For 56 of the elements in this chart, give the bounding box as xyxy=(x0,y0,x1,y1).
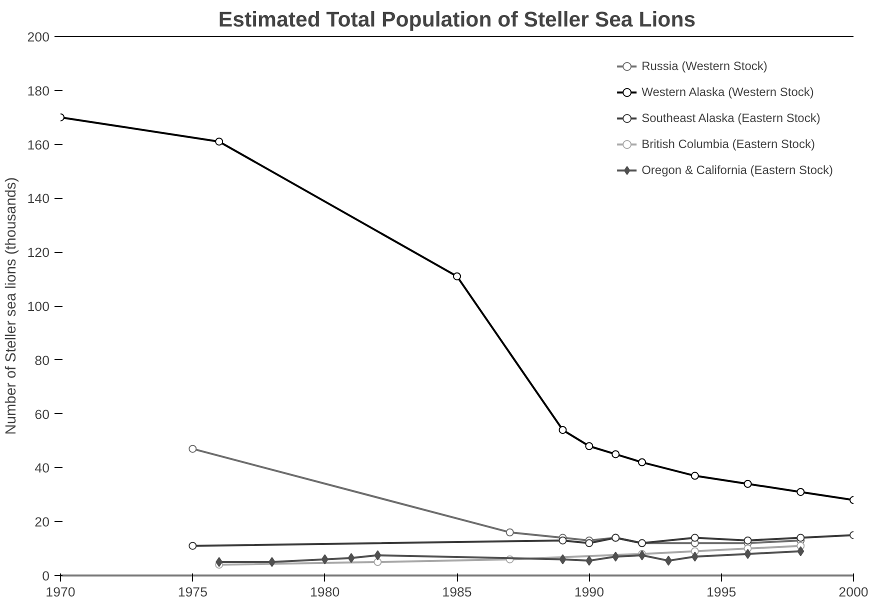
y-tick-label: 0 xyxy=(42,568,50,584)
point xyxy=(690,534,699,542)
y-tick-label: 180 xyxy=(27,83,50,98)
x-tick-label: 1990 xyxy=(574,584,604,599)
point xyxy=(638,550,646,560)
point xyxy=(612,552,620,562)
legend-label: Oregon & California (Eastern Stock) xyxy=(642,163,833,177)
y-tick-label: 20 xyxy=(34,514,50,530)
y-axis-title: Number of Steller sea lions (thousands) xyxy=(3,177,20,435)
point xyxy=(321,554,328,564)
point xyxy=(796,534,805,542)
point xyxy=(506,528,514,536)
point xyxy=(374,558,382,566)
point xyxy=(690,472,699,480)
point xyxy=(216,557,223,568)
point xyxy=(744,480,752,488)
point xyxy=(585,539,594,548)
x-tick-label: 2000 xyxy=(838,584,868,599)
y-tick-label: 40 xyxy=(34,460,50,476)
point xyxy=(188,542,197,550)
y-tick-label: 120 xyxy=(27,245,50,260)
point xyxy=(796,488,805,496)
y-tick-label: 160 xyxy=(27,137,50,152)
legend-label: Southeast Alaska (Eastern Stock) xyxy=(642,111,820,125)
point xyxy=(691,552,698,562)
x-tick-label: 1980 xyxy=(310,584,340,599)
chart-title: Estimated Total Population of Steller Sea Lions xyxy=(218,8,696,32)
point xyxy=(744,548,752,559)
y-tick-label: 100 xyxy=(27,299,50,314)
point xyxy=(638,458,646,466)
point xyxy=(559,554,566,564)
point xyxy=(374,550,382,560)
point xyxy=(215,138,224,146)
point xyxy=(558,426,567,434)
x-tick-label: 1995 xyxy=(706,584,736,599)
point xyxy=(188,444,197,453)
point xyxy=(797,546,804,556)
point xyxy=(348,552,355,563)
point xyxy=(744,536,752,544)
point xyxy=(268,557,276,568)
point xyxy=(664,556,672,566)
y-tick-label: 200 xyxy=(27,30,50,44)
legend-label: British Columbia (Eastern Stock) xyxy=(642,137,815,151)
x-tick-label: 1985 xyxy=(442,584,472,599)
point xyxy=(612,450,620,458)
point xyxy=(586,556,593,566)
y-tick-label: 60 xyxy=(34,406,50,422)
y-tick-label: 140 xyxy=(27,191,50,206)
point xyxy=(558,536,567,544)
legend-label: Western Alaska (Western Stock) xyxy=(642,85,814,99)
point xyxy=(453,272,461,280)
point xyxy=(585,442,594,450)
x-tick-label: 1975 xyxy=(178,584,208,599)
x-tick-label: 1970 xyxy=(46,584,76,599)
legend-label: Russia (Western Stock) xyxy=(642,59,768,73)
y-tick-label: 80 xyxy=(34,352,50,368)
